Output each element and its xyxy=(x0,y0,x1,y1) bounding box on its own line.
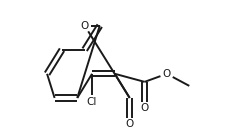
Text: O: O xyxy=(163,69,171,79)
Text: O: O xyxy=(126,120,134,129)
Text: Cl: Cl xyxy=(87,97,97,107)
Text: O: O xyxy=(80,21,89,31)
Text: O: O xyxy=(140,103,149,113)
